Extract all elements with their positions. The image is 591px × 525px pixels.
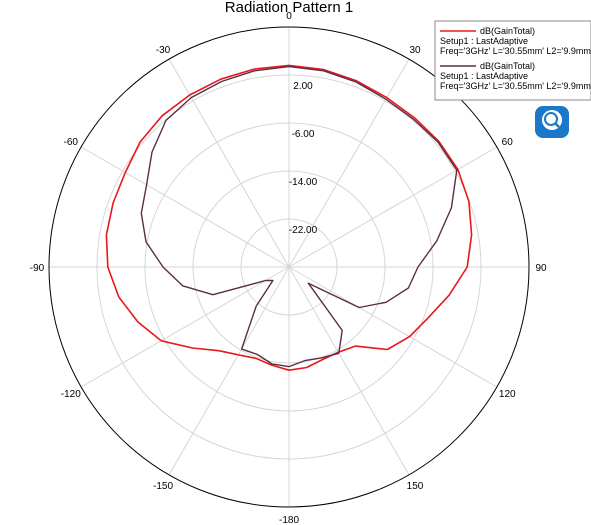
angular-grid-line [288,266,410,476]
legend-entry-text: Setup1 : LastAdaptive [440,71,528,81]
series-2-line [140,65,458,368]
series-1-line [105,64,473,371]
angle-tick-label: 30 [409,45,421,56]
angular-grid-line [288,146,498,268]
angle-tick-label: 90 [535,263,547,274]
angle-tick-label: 120 [499,389,516,400]
angular-grid-line [80,146,290,268]
polar-grid [48,26,530,508]
angle-tick-label: 150 [407,481,424,492]
radial-tick-label: -22.00 [289,225,318,236]
angle-tick-label: -30 [156,45,171,56]
legend[interactable]: dB(GainTotal)Setup1 : LastAdaptiveFreq='… [434,20,591,101]
angular-grid-line [288,266,498,388]
legend-box [434,20,591,101]
legend-entry-text: Freq='3GHz' L='30.55mm' L2='9.9mm' [440,46,591,56]
angle-tick-label: 0 [286,11,292,22]
icon-lens-ring [544,112,558,126]
angular-grid-line [288,58,410,268]
legend-entry-text: Setup1 : LastAdaptive [440,36,528,46]
angle-tick-label: -180 [279,515,299,525]
legend-entry-text: Freq='3GHz' L='30.55mm' L2='9.9mm' [440,81,591,91]
angle-tick-label: -150 [153,481,173,492]
radial-tick-label: 2.00 [293,81,313,92]
chart-title: Radiation Pattern 1 [225,0,353,16]
angular-grid-line [168,266,290,476]
legend-entry-text: dB(GainTotal) [480,26,535,36]
angular-grid-line [168,58,290,268]
angle-tick-label: -90 [30,263,45,274]
radial-tick-label: -14.00 [289,177,318,188]
icon-handle [554,122,560,128]
angle-tick-label: -120 [61,389,81,400]
outer-circle [48,26,530,508]
axis-labels: 0 30 60 90 120 150 -180 -150 -120 -90 -60 -30 2.00 -6… [30,11,547,525]
zoom-magnifier-icon[interactable] [535,106,569,138]
angle-tick-label: -60 [64,137,79,148]
legend-entry-text: dB(GainTotal) [480,61,535,71]
angle-tick-label: 60 [502,137,514,148]
series-layer [105,64,473,371]
angular-grid-line [80,266,290,388]
radial-tick-label: -6.00 [292,129,315,140]
